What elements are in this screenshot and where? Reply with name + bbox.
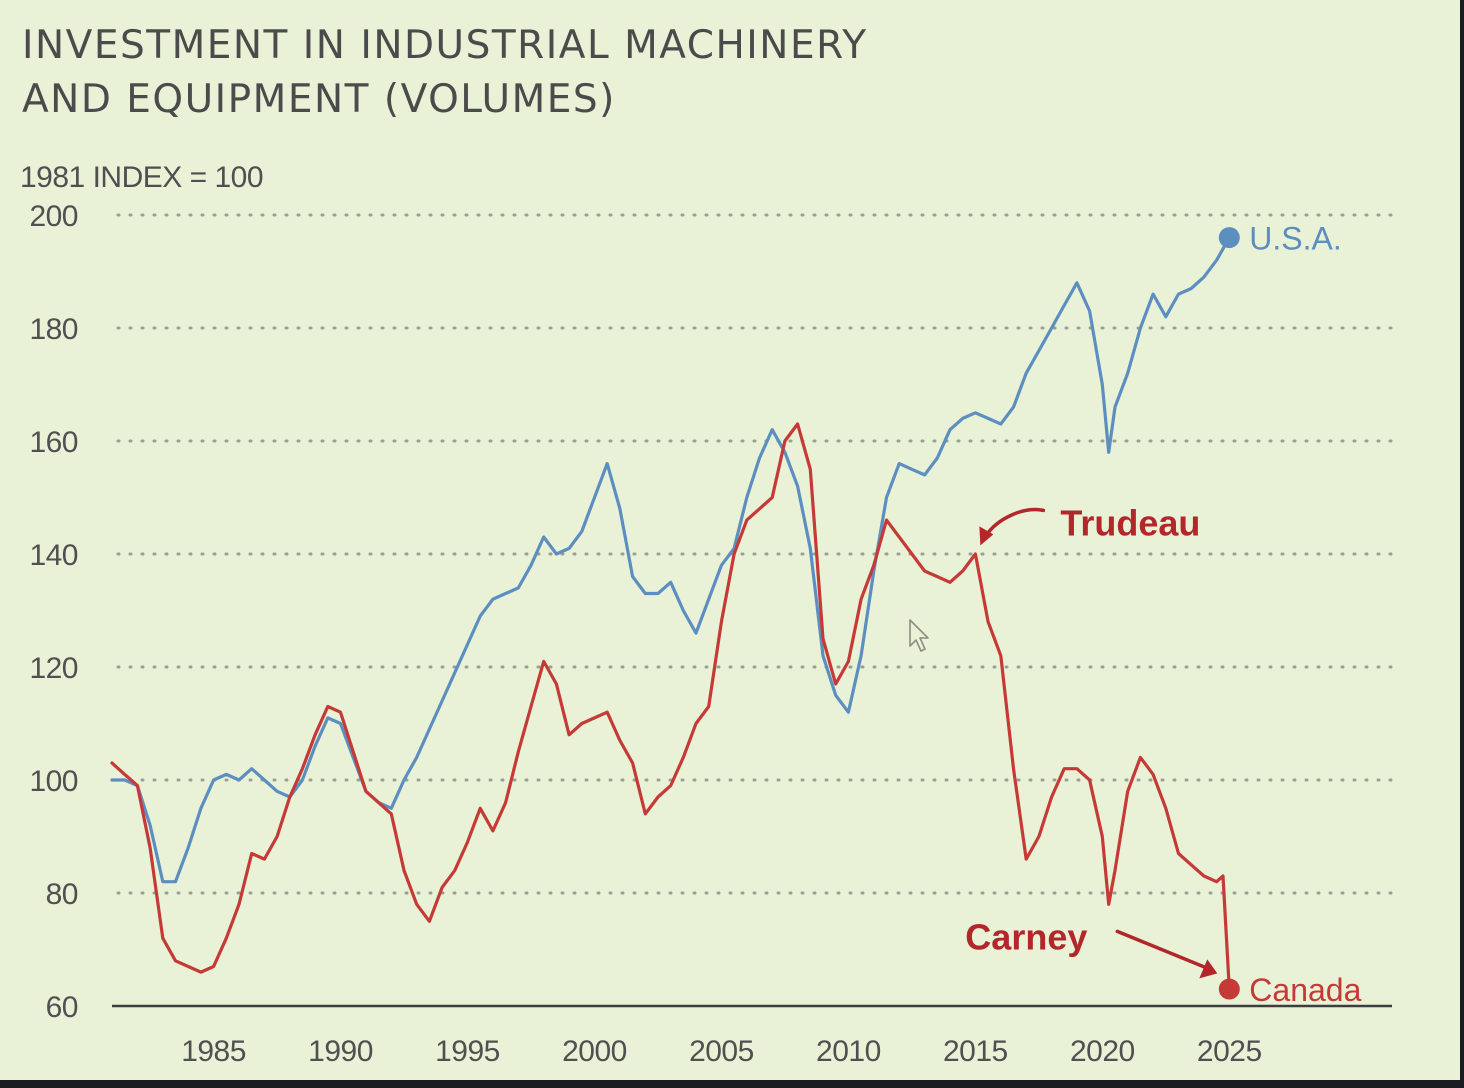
annotation-carney: Carney [965,916,1087,957]
annotation-carney-arrowhead [1199,959,1218,979]
y-tick-60: 60 [46,991,78,1024]
y-tick-140: 140 [29,539,78,572]
y-axis-ticks: 200 180 160 140 120 100 80 60 [29,200,78,1024]
series-endpoint-usa [1218,227,1240,249]
annotation-trudeau-arrow [983,507,1046,539]
annotation-layer: Trudeau Carney [965,502,1218,979]
series-line-usa [110,236,1231,884]
annotation-carney-arrow [1115,929,1208,970]
grid-layer [116,213,1394,895]
y-axis-label: 1981 INDEX = 100 [20,161,263,194]
x-axis-ticks: 1985 1990 1995 2000 2005 2010 2015 2020 2025 [181,1035,1262,1068]
chart-title-line-1: INVESTMENT IN INDUSTRIAL MACHINERY [22,23,868,68]
mouse-cursor-icon [909,619,929,652]
annotation-trudeau: Trudeau [1060,502,1200,543]
y-tick-160: 160 [29,426,78,459]
x-tick-2015: 2015 [943,1035,1008,1068]
x-tick-2010: 2010 [816,1035,881,1068]
series-layer: U.S.A. Canada [110,221,1362,1008]
chart-title-line-2: AND EQUIPMENT (VOLUMES) [22,77,616,122]
x-tick-2005: 2005 [689,1035,754,1068]
x-tick-2025: 2025 [1197,1035,1262,1068]
annotation-trudeau-arrowhead [979,526,994,546]
series-label-usa: U.S.A. [1249,221,1341,257]
y-tick-80: 80 [46,878,78,911]
x-tick-1995: 1995 [435,1035,500,1068]
x-tick-1990: 1990 [308,1035,373,1068]
series-label-canada: Canada [1249,972,1361,1008]
series-endpoint-canada [1218,978,1240,1000]
y-tick-200: 200 [29,200,78,233]
y-tick-180: 180 [29,313,78,346]
x-tick-2000: 2000 [562,1035,627,1068]
x-tick-2020: 2020 [1070,1035,1135,1068]
series-line-canada [110,422,1231,991]
y-tick-120: 120 [29,652,78,685]
y-tick-100: 100 [29,765,78,798]
x-tick-1985: 1985 [181,1035,246,1068]
